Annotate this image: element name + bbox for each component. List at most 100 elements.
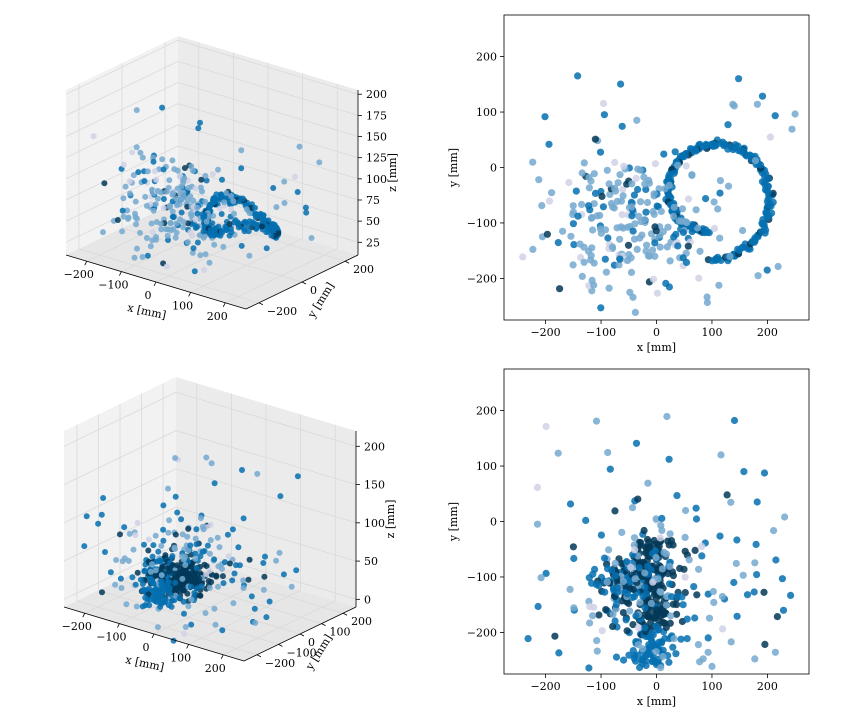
data-point [611, 187, 620, 195]
z-axis-label: z [mm] [386, 153, 399, 192]
data-point [704, 648, 712, 656]
data-point [694, 224, 702, 232]
data-point [597, 531, 606, 539]
data-point [144, 252, 151, 259]
data-point [603, 166, 611, 174]
y-tick-label: 200 [476, 51, 497, 64]
data-point [629, 227, 637, 235]
data-point [235, 224, 242, 231]
x-tick-label: 200 [207, 310, 228, 323]
data-point [192, 575, 199, 582]
data-point [658, 514, 666, 523]
z-tick-label: 150 [366, 131, 387, 144]
data-point [683, 219, 691, 227]
data-point [657, 521, 665, 530]
data-point [774, 262, 782, 271]
z-tick-label: 75 [366, 194, 380, 207]
z-tick-label: 150 [364, 479, 385, 492]
data-point [631, 546, 639, 554]
data-point [167, 592, 174, 598]
data-point [119, 228, 126, 235]
x-tick-label: −200 [62, 620, 92, 633]
data-point [263, 614, 270, 621]
grid-line [141, 393, 322, 624]
data-point [606, 190, 614, 198]
z-tick-label: 50 [366, 215, 380, 228]
data-point [252, 619, 259, 626]
data-point [288, 583, 295, 590]
data-point [153, 233, 159, 240]
data-point [647, 599, 656, 608]
data-point [642, 661, 650, 670]
data-point [219, 565, 225, 572]
data-point [133, 603, 140, 610]
x-tick-mark [117, 623, 120, 628]
data-point [166, 177, 173, 184]
x-tick-label: 100 [701, 326, 722, 339]
data-point [729, 100, 737, 108]
data-point [130, 172, 137, 179]
data-point [538, 202, 546, 210]
data-point [678, 593, 686, 601]
data-point [194, 239, 201, 246]
y-tick-mark [321, 623, 326, 626]
data-point [158, 226, 165, 233]
data-point [670, 233, 678, 241]
data-point [753, 571, 761, 579]
data-point [170, 226, 177, 233]
y-tick-mark [256, 654, 262, 658]
data-point [147, 568, 154, 575]
x-tick-mark [84, 261, 88, 266]
data-point [133, 144, 140, 151]
data-point [542, 422, 550, 431]
data-point [592, 580, 600, 589]
data-point [665, 455, 673, 463]
data-point [659, 611, 668, 619]
data-point [649, 246, 657, 254]
data-point [699, 655, 707, 663]
x-tick-label: 200 [205, 662, 226, 675]
data-point [162, 552, 169, 559]
data-point [188, 163, 195, 170]
data-point [119, 558, 126, 565]
data-point [647, 566, 655, 574]
data-point [788, 125, 796, 133]
data-point [129, 574, 136, 581]
data-point [607, 199, 616, 208]
data-point [681, 573, 689, 581]
data-point [663, 412, 671, 421]
y-tick-mark [342, 612, 348, 616]
data-point [618, 528, 626, 537]
data-point [316, 159, 323, 166]
data-point [260, 560, 267, 566]
y-tick-mark [299, 633, 305, 637]
data-point [641, 569, 649, 577]
data-point [761, 640, 769, 649]
data-point [200, 526, 207, 533]
data-point [215, 583, 221, 590]
data-point [570, 241, 578, 249]
data-point [135, 169, 142, 176]
data-point [636, 198, 645, 206]
y-tick-label: 200 [353, 263, 374, 276]
data-point [303, 209, 310, 216]
data-point [145, 547, 152, 554]
data-point [193, 526, 200, 533]
data-point [679, 601, 687, 609]
data-point [651, 160, 660, 168]
data-point [184, 577, 191, 584]
data-point [194, 204, 201, 211]
y-tick-mark [278, 644, 283, 647]
data-point [150, 580, 157, 587]
data-point [148, 220, 155, 227]
data-point [763, 266, 771, 274]
data-point [641, 583, 649, 592]
data-point [149, 229, 156, 236]
data-point [718, 592, 727, 601]
data-point [596, 148, 605, 156]
data-point [727, 498, 735, 506]
data-point [627, 563, 635, 572]
data-point [83, 513, 90, 520]
data-point [682, 162, 690, 170]
